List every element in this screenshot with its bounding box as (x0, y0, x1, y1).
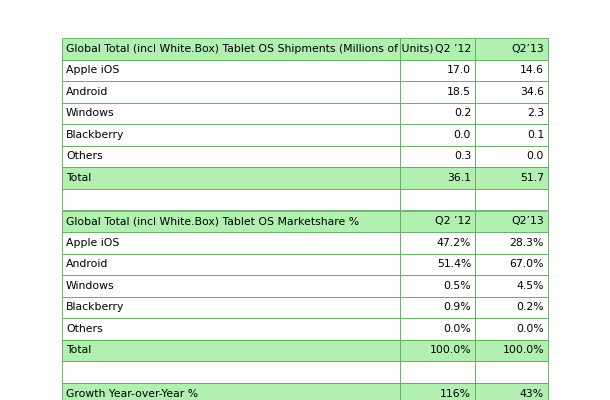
Text: Blackberry: Blackberry (66, 130, 124, 140)
Bar (62, 146, 400, 167)
Bar (400, 188, 475, 210)
Bar (62, 124, 400, 146)
Text: Growth Year-over-Year %: Growth Year-over-Year % (66, 389, 198, 399)
Text: 67.0%: 67.0% (509, 259, 544, 269)
Bar (475, 188, 548, 210)
Bar (400, 81, 475, 102)
Bar (475, 146, 548, 167)
Text: Q2’13: Q2’13 (511, 216, 544, 226)
Bar (62, 38, 400, 60)
Text: 17.0: 17.0 (447, 65, 471, 75)
Text: 18.5: 18.5 (447, 87, 471, 97)
Bar (475, 167, 548, 188)
Text: Total: Total (66, 345, 92, 355)
Text: 36.1: 36.1 (447, 173, 471, 183)
Text: 47.2%: 47.2% (437, 238, 471, 248)
Text: Android: Android (66, 87, 109, 97)
Bar (62, 318, 400, 340)
Text: Q2 ’12: Q2 ’12 (435, 216, 471, 226)
Text: Global Total (incl White.Box) Tablet OS Marketshare %: Global Total (incl White.Box) Tablet OS … (66, 216, 359, 226)
Bar (400, 124, 475, 146)
Bar (62, 210, 400, 232)
Text: Total: Total (66, 173, 92, 183)
Bar (62, 102, 400, 124)
Bar (400, 318, 475, 340)
Bar (475, 275, 548, 296)
Text: Apple iOS: Apple iOS (66, 65, 120, 75)
Bar (400, 167, 475, 188)
Text: 34.6: 34.6 (520, 87, 544, 97)
Text: 14.6: 14.6 (520, 65, 544, 75)
Bar (475, 124, 548, 146)
Text: Blackberry: Blackberry (66, 302, 124, 312)
Text: 0.0: 0.0 (526, 151, 544, 161)
Text: Windows: Windows (66, 281, 115, 291)
Bar (475, 318, 548, 340)
Bar (475, 296, 548, 318)
Bar (400, 102, 475, 124)
Bar (62, 361, 400, 382)
Bar (475, 232, 548, 254)
Bar (475, 383, 548, 400)
Text: 116%: 116% (440, 389, 471, 399)
Bar (400, 60, 475, 81)
Text: Windows: Windows (66, 108, 115, 118)
Bar (62, 232, 400, 254)
Text: 0.5%: 0.5% (443, 281, 471, 291)
Text: Apple iOS: Apple iOS (66, 238, 120, 248)
Text: 0.2: 0.2 (454, 108, 471, 118)
Text: 0.2%: 0.2% (517, 302, 544, 312)
Bar (400, 296, 475, 318)
Bar (400, 340, 475, 361)
Text: 100.0%: 100.0% (429, 345, 471, 355)
Text: 0.0%: 0.0% (516, 324, 544, 334)
Bar (475, 210, 548, 232)
Bar (475, 60, 548, 81)
Text: 0.1: 0.1 (527, 130, 544, 140)
Bar (62, 81, 400, 102)
Text: 2.3: 2.3 (527, 108, 544, 118)
Text: Others: Others (66, 324, 102, 334)
Bar (62, 167, 400, 188)
Bar (62, 275, 400, 296)
Bar (400, 254, 475, 275)
Text: 0.3: 0.3 (454, 151, 471, 161)
Text: 0.9%: 0.9% (443, 302, 471, 312)
Bar (62, 188, 400, 210)
Bar (400, 210, 475, 232)
Bar (62, 383, 400, 400)
Text: 28.3%: 28.3% (509, 238, 544, 248)
Bar (475, 340, 548, 361)
Bar (475, 254, 548, 275)
Bar (62, 254, 400, 275)
Text: 43%: 43% (520, 389, 544, 399)
Text: 51.4%: 51.4% (437, 259, 471, 269)
Text: Q2’13: Q2’13 (511, 44, 544, 54)
Text: 100.0%: 100.0% (503, 345, 544, 355)
Bar (400, 146, 475, 167)
Bar (400, 232, 475, 254)
Bar (400, 38, 475, 60)
Bar (475, 102, 548, 124)
Bar (400, 361, 475, 382)
Text: Others: Others (66, 151, 102, 161)
Bar (62, 296, 400, 318)
Bar (62, 60, 400, 81)
Text: 0.0: 0.0 (454, 130, 471, 140)
Text: Global Total (incl White.Box) Tablet OS Shipments (Millions of Units): Global Total (incl White.Box) Tablet OS … (66, 44, 434, 54)
Bar (62, 340, 400, 361)
Bar (475, 81, 548, 102)
Text: Q2 ’12: Q2 ’12 (435, 44, 471, 54)
Bar (400, 275, 475, 296)
Text: Android: Android (66, 259, 109, 269)
Text: 4.5%: 4.5% (517, 281, 544, 291)
Bar (475, 361, 548, 382)
Bar (475, 38, 548, 60)
Bar (400, 383, 475, 400)
Text: 0.0%: 0.0% (443, 324, 471, 334)
Text: 51.7: 51.7 (520, 173, 544, 183)
